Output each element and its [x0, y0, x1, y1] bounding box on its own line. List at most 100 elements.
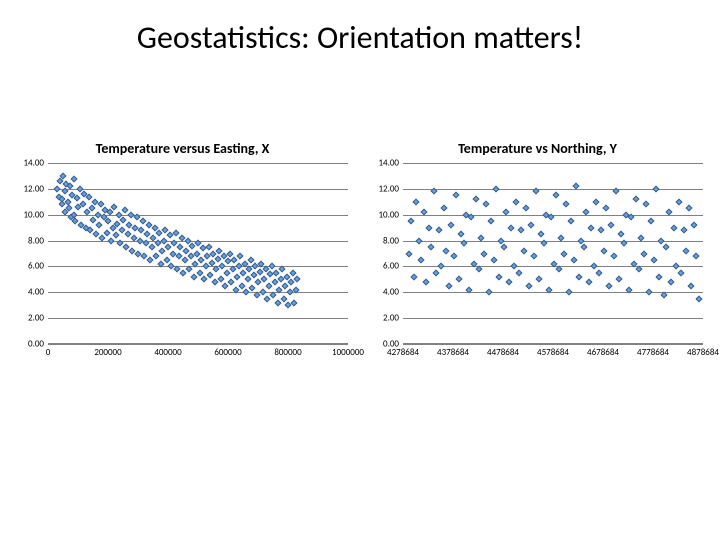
data-point: [675, 198, 682, 205]
data-point: [229, 265, 236, 272]
data-point: [248, 285, 255, 292]
data-point: [423, 278, 430, 285]
data-point: [650, 256, 657, 263]
data-point: [538, 231, 545, 238]
data-point: [445, 282, 452, 289]
data-point: [563, 201, 570, 208]
xtick-label: 200000: [94, 347, 121, 358]
xtick-label: 4678684: [587, 347, 619, 358]
ytick-label: 6.00: [10, 261, 44, 272]
data-point: [488, 218, 495, 225]
data-point: [428, 243, 435, 250]
ytick-label: 2.00: [10, 313, 44, 324]
data-point: [272, 269, 279, 276]
data-point: [112, 232, 119, 239]
data-point: [620, 240, 627, 247]
data-point: [53, 185, 60, 192]
data-point: [570, 256, 577, 263]
data-point: [247, 256, 254, 263]
data-point: [263, 295, 270, 302]
data-point: [495, 273, 502, 280]
data-point: [418, 256, 425, 263]
data-point: [95, 222, 102, 229]
data-point: [227, 278, 234, 285]
ytick-label: 10.00: [365, 209, 399, 220]
xtick-label: 4278684: [387, 347, 419, 358]
data-point: [493, 185, 500, 192]
data-point: [618, 231, 625, 238]
data-point: [104, 218, 111, 225]
data-point: [196, 269, 203, 276]
grid-line: [48, 163, 348, 164]
data-point: [453, 192, 460, 199]
data-point: [485, 289, 492, 296]
data-point: [410, 273, 417, 280]
data-point: [197, 256, 204, 263]
ytick-label: 14.00: [365, 158, 399, 169]
data-point: [523, 205, 530, 212]
data-point: [236, 253, 243, 260]
data-point: [435, 227, 442, 234]
ytick-label: 12.00: [365, 183, 399, 194]
chart-right-plot-area: [403, 163, 703, 344]
data-point: [205, 243, 212, 250]
data-point: [683, 247, 690, 254]
data-point: [668, 278, 675, 285]
data-point: [179, 269, 186, 276]
data-point: [645, 289, 652, 296]
data-point: [244, 276, 251, 283]
data-point: [448, 222, 455, 229]
xtick-label: 0: [46, 347, 51, 358]
data-point: [71, 175, 78, 182]
xtick-label: 1000000: [332, 347, 364, 358]
ytick-label: 6.00: [365, 261, 399, 272]
ytick-label: 14.00: [10, 158, 44, 169]
xtick-label: 4478684: [487, 347, 519, 358]
data-point: [146, 256, 153, 263]
data-point: [408, 218, 415, 225]
data-point: [274, 299, 281, 306]
data-point: [473, 196, 480, 203]
data-point: [605, 282, 612, 289]
grid-line: [403, 292, 703, 293]
grid-line: [48, 292, 348, 293]
chart-right-plot: 0.002.004.006.008.0010.0012.0014.0042786…: [365, 163, 710, 373]
data-point: [505, 278, 512, 285]
data-point: [590, 263, 597, 270]
xtick-label: 400000: [154, 347, 181, 358]
data-point: [483, 201, 490, 208]
data-point: [513, 198, 520, 205]
data-point: [152, 253, 159, 260]
data-point: [560, 250, 567, 257]
data-point: [575, 273, 582, 280]
data-point: [438, 263, 445, 270]
data-point: [518, 227, 525, 234]
data-point: [405, 250, 412, 257]
data-point: [164, 243, 171, 250]
data-point: [588, 224, 595, 231]
grid-line: [403, 163, 703, 164]
data-point: [148, 243, 155, 250]
data-point: [663, 243, 670, 250]
data-point: [450, 253, 457, 260]
data-point: [289, 269, 296, 276]
data-point: [568, 218, 575, 225]
grid-line: [48, 266, 348, 267]
data-point: [593, 198, 600, 205]
xtick-label: 4878684: [687, 347, 719, 358]
data-point: [413, 198, 420, 205]
data-point: [430, 188, 437, 195]
data-point: [107, 237, 114, 244]
data-point: [242, 289, 249, 296]
data-point: [658, 237, 665, 244]
data-point: [655, 273, 662, 280]
ytick-label: 2.00: [365, 313, 399, 324]
data-point: [643, 201, 650, 208]
data-point: [530, 253, 537, 260]
data-point: [608, 222, 615, 229]
grid-line: [48, 318, 348, 319]
ytick-label: 10.00: [10, 209, 44, 220]
data-point: [695, 295, 702, 302]
xtick-label: 800000: [274, 347, 301, 358]
data-point: [565, 289, 572, 296]
